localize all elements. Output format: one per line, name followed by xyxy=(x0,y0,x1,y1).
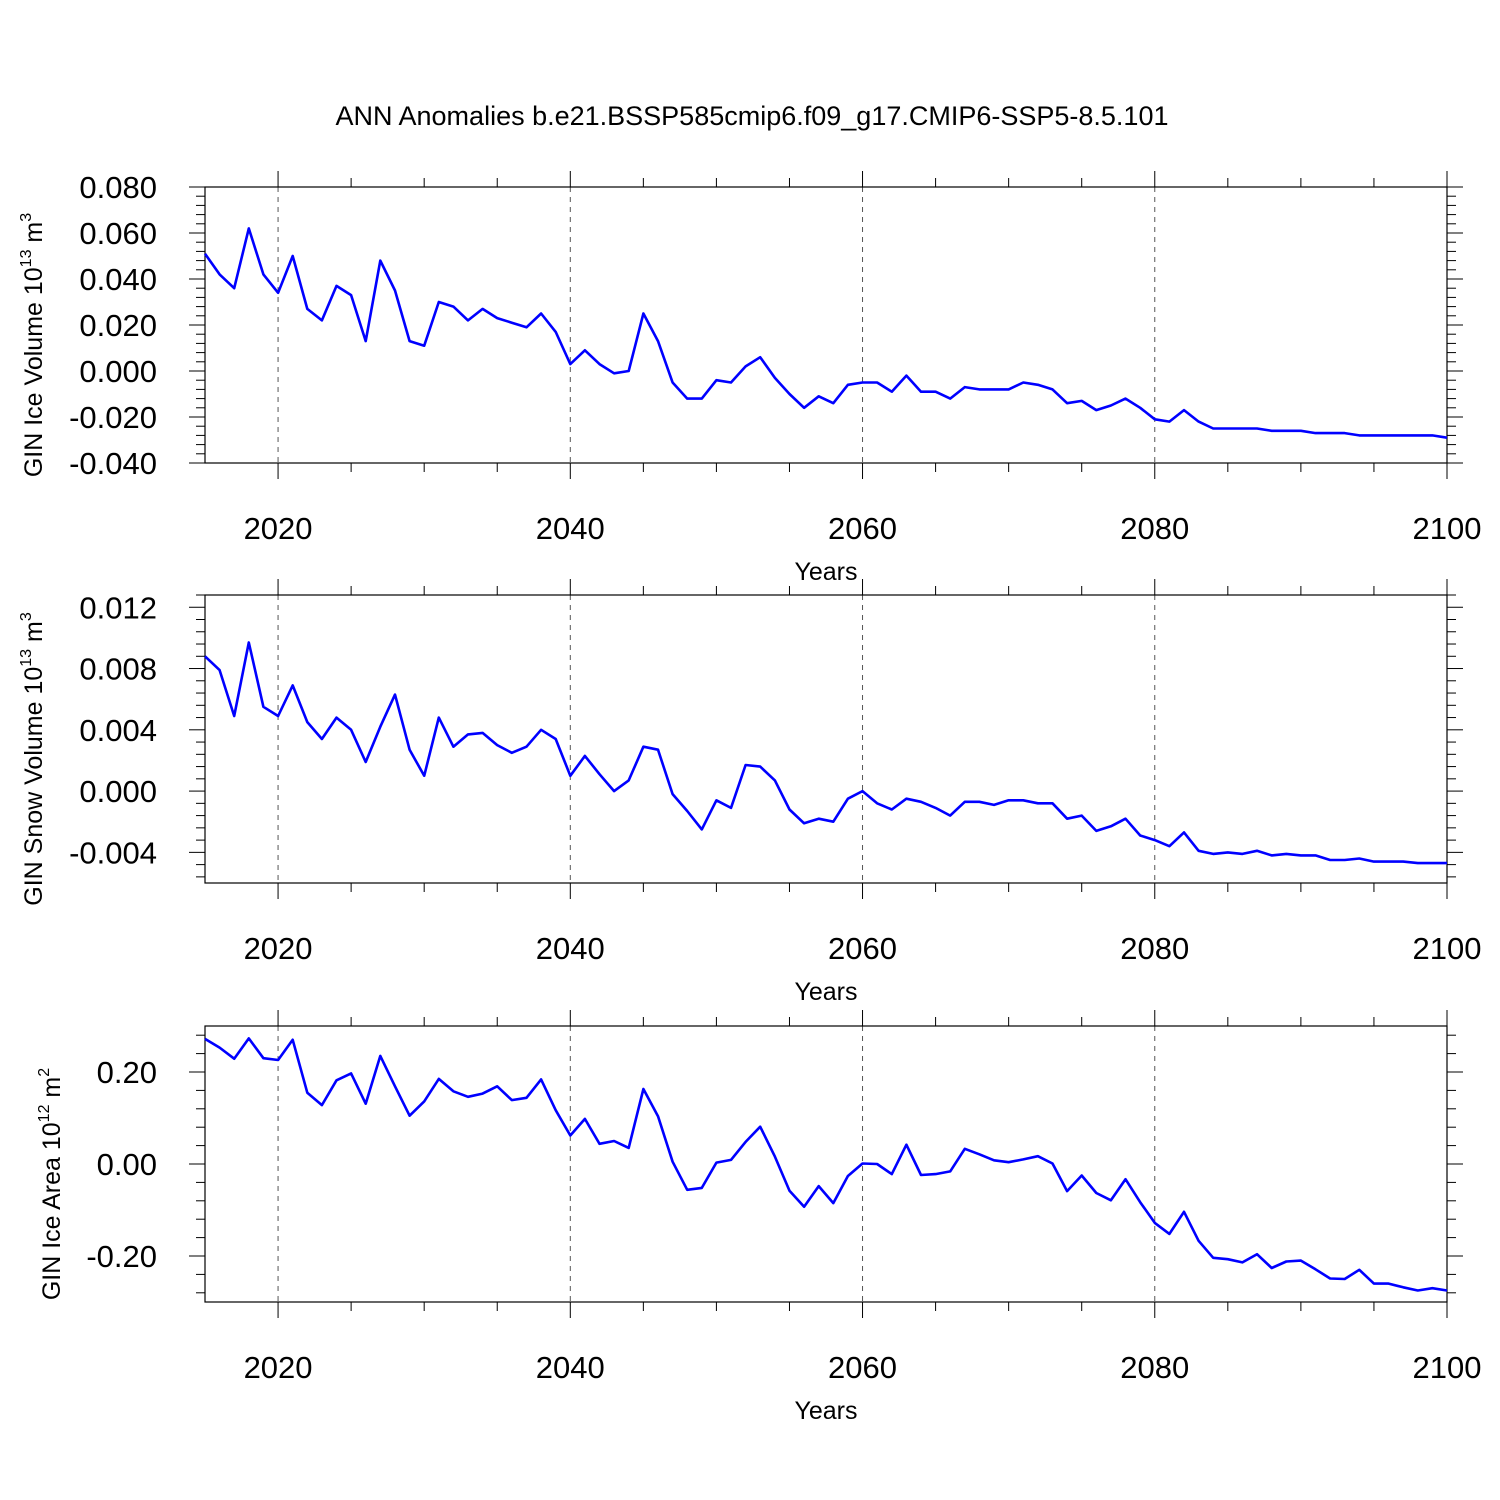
y-axis-title-ylabel: GIN Snow Volume 10 xyxy=(20,667,48,906)
y-axis-title-ylabel-exp: 13 xyxy=(18,249,35,267)
x-tick-label: 2040 xyxy=(536,511,605,546)
y-axis-title: GIN Ice Area 1012 m2 xyxy=(36,1068,66,1300)
y-axis-title-ylabel-unit-exp: 2 xyxy=(36,1068,53,1077)
series-line-ice-volume xyxy=(203,227,1448,439)
y-tick-label: 0.000 xyxy=(79,354,157,389)
series-line-snow-volume xyxy=(204,641,1447,865)
y-tick-label: 0.060 xyxy=(79,216,157,251)
panel-snow-volume: -0.004 0.000 0.004 0.008 0.012 2020 2040 2060 20… xyxy=(18,579,1481,1006)
x-tick-label: 2100 xyxy=(1413,1350,1482,1385)
y-tick-label: 0.20 xyxy=(97,1055,157,1090)
panel-ice-volume: -0.040 -0.020 0.000 0.020 0.040 0.060 0.080 202… xyxy=(18,170,1481,586)
x-tick-label: 2080 xyxy=(1120,511,1189,546)
plot-frame xyxy=(204,1025,1448,1303)
x-axis-title: Years xyxy=(794,978,857,1006)
y-axis-title-ylabel: GIN Ice Area 10 xyxy=(38,1122,66,1300)
series-line-ice-area xyxy=(204,1037,1448,1292)
y-axis-title-ylabel-unit: m xyxy=(20,222,48,250)
x-tick-label: 2020 xyxy=(244,931,313,966)
y-tick-label: -0.004 xyxy=(69,835,157,870)
x-tick-label: 2060 xyxy=(828,1350,897,1385)
y-tick-label: -0.040 xyxy=(69,446,157,481)
x-tick-label: 2060 xyxy=(828,511,897,546)
y-axis-title-ylabel-exp: 13 xyxy=(18,649,35,667)
y-axis-title-ylabel-unit: m xyxy=(38,1077,66,1105)
y-axis-title: GIN Ice Volume 1013 m3 xyxy=(18,213,48,477)
x-tick-label: 2020 xyxy=(244,1350,313,1385)
y-tick-label: 0.020 xyxy=(79,308,157,343)
y-tick-label: 0.040 xyxy=(79,262,157,297)
y-tick-label: 0.004 xyxy=(79,713,157,748)
x-tick-label: 2100 xyxy=(1413,931,1482,966)
y-tick-label: 0.00 xyxy=(97,1147,157,1182)
y-tick-label: -0.020 xyxy=(69,400,157,435)
y-tick-label: 0.000 xyxy=(79,774,157,809)
y-tick-label: 0.008 xyxy=(79,652,157,687)
panel-ice-area: -0.20 0.00 0.20 2020 2040 2060 2080 2100 Years GI… xyxy=(36,1010,1481,1425)
x-tick-label: 2020 xyxy=(244,511,313,546)
y-tick-label: 0.012 xyxy=(79,590,157,625)
x-tick-label: 2080 xyxy=(1120,1350,1189,1385)
x-tick-label: 2100 xyxy=(1413,511,1482,546)
y-axis-title-ylabel-unit-exp: 3 xyxy=(18,612,35,621)
x-axis-title: Years xyxy=(794,1397,857,1425)
plot-frame xyxy=(204,186,1448,464)
y-axis-title: GIN Snow Volume 1013 m3 xyxy=(18,612,48,906)
y-axis-title-ylabel: GIN Ice Volume 10 xyxy=(20,267,48,477)
y-tick-label: -0.20 xyxy=(86,1239,157,1274)
x-axis-title: Years xyxy=(794,558,857,586)
y-axis-title-ylabel-exp: 12 xyxy=(36,1104,53,1122)
y-tick-label: 0.080 xyxy=(79,170,157,205)
x-tick-label: 2040 xyxy=(536,1350,605,1385)
y-axis-title-ylabel-unit: m xyxy=(20,621,48,649)
x-tick-label: 2040 xyxy=(536,931,605,966)
figure-title: ANN Anomalies b.e21.BSSP585cmip6.f09_g17… xyxy=(336,101,1169,131)
y-axis-title-ylabel-unit-exp: 3 xyxy=(18,213,35,222)
plot-frame xyxy=(204,594,1448,884)
x-tick-label: 2080 xyxy=(1120,931,1189,966)
x-tick-label: 2060 xyxy=(828,931,897,966)
